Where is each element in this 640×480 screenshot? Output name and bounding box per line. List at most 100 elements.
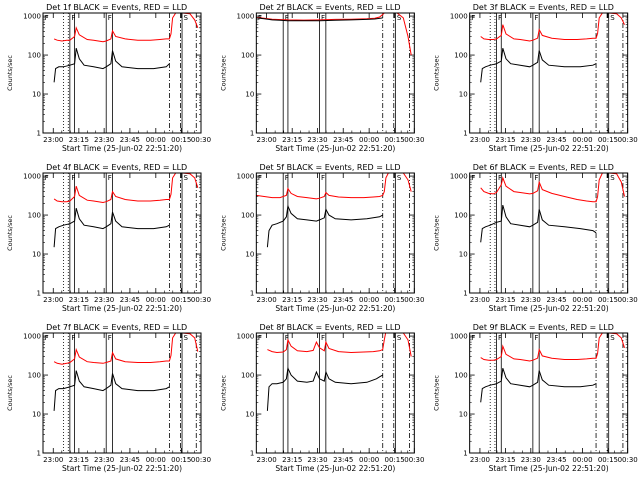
x-tick-label: 23:45 — [333, 296, 353, 304]
x-tick-label: 23:30 — [521, 456, 541, 464]
chart-panel-4: Det 4f BLACK = Events, RED = LLD Counts/s… — [6, 163, 211, 313]
x-tick-label: 00:30 — [191, 136, 211, 144]
y-axis-label: Counts/sec — [6, 375, 14, 411]
y-axis-label: Counts/sec — [433, 375, 441, 411]
x-tick-label: 23:15 — [282, 296, 302, 304]
marker-label: F — [285, 14, 289, 22]
y-tick-label: 1000 — [23, 173, 41, 181]
series-line-lld — [53, 173, 199, 204]
x-tick-label: 00:00 — [359, 296, 379, 304]
marker-label: F — [108, 174, 112, 182]
chart-panel-9: Det 9f BLACK = Events, RED = LLD Counts/s… — [433, 323, 638, 473]
plot-frame — [42, 332, 202, 454]
marker-label: S — [397, 334, 402, 342]
y-tick-label: 1000 — [237, 173, 255, 181]
chart-title: Det 3f BLACK = Events, RED = LLD — [473, 3, 614, 12]
x-tick-label: 00:30 — [404, 456, 424, 464]
marker-label: F — [498, 174, 502, 182]
x-axis-label: Start Time (25-Jun-02 22:51:20) — [62, 144, 182, 153]
x-tick-label: 23:15 — [282, 456, 302, 464]
y-tick-label: 1000 — [450, 333, 468, 341]
series-line-events — [266, 204, 383, 248]
x-tick-label: 23:15 — [69, 136, 89, 144]
y-tick-label: 1 — [463, 130, 467, 138]
marker-label: F — [108, 334, 112, 342]
plot-frame — [469, 172, 629, 294]
marker-label: S — [610, 334, 615, 342]
x-tick-label: 23:00 — [470, 136, 490, 144]
x-tick-label: 23:30 — [521, 136, 541, 144]
plot-frame — [255, 332, 415, 454]
series-line-lld — [53, 333, 199, 365]
y-tick-label: 1000 — [237, 13, 255, 21]
y-axis-label: Counts/sec — [219, 375, 227, 411]
x-tick-label: 00:15 — [171, 456, 191, 464]
y-tick-label: 100 — [241, 212, 254, 220]
plot-frame — [255, 12, 415, 134]
x-tick-label: 23:15 — [495, 296, 515, 304]
x-tick-label: 23:45 — [120, 456, 140, 464]
marker-label: F — [71, 174, 75, 182]
x-tick-label: 23:15 — [69, 296, 89, 304]
series-line-lld — [480, 173, 625, 203]
x-tick-label: 23:15 — [495, 136, 515, 144]
x-tick-label: 23:00 — [257, 456, 277, 464]
x-tick-label: 23:15 — [282, 136, 302, 144]
marker-label: F — [498, 14, 502, 22]
corner-label: F — [258, 334, 262, 342]
y-tick-label: 100 — [454, 52, 467, 60]
x-tick-label: 23:30 — [94, 136, 114, 144]
y-tick-label: 10 — [245, 411, 254, 419]
marker-label: S — [610, 174, 615, 182]
x-axis-label: Start Time (25-Jun-02 22:51:20) — [489, 464, 609, 473]
x-tick-label: 23:15 — [69, 456, 89, 464]
x-tick-label: 23:45 — [546, 296, 566, 304]
plot-frame — [255, 172, 415, 294]
x-tick-label: 00:00 — [572, 136, 592, 144]
corner-label: F — [471, 14, 475, 22]
marker-label: F — [71, 334, 75, 342]
y-tick-label: 10 — [459, 251, 468, 259]
y-tick-label: 100 — [241, 372, 254, 380]
chart-title: Det 8f BLACK = Events, RED = LLD — [259, 323, 400, 332]
y-tick-label: 1 — [37, 290, 41, 298]
y-tick-label: 1 — [250, 450, 254, 458]
x-axis-label: Start Time (25-Jun-02 22:51:20) — [275, 304, 395, 313]
chart-panel-8: Det 8f BLACK = Events, RED = LLD Counts/s… — [219, 323, 424, 473]
x-tick-label: 00:00 — [146, 296, 166, 304]
series-line-lld — [256, 173, 412, 200]
x-tick-label: 00:30 — [618, 136, 638, 144]
x-axis-label: Start Time (25-Jun-02 22:51:20) — [489, 304, 609, 313]
chart-panel-5: Det 5f BLACK = Events, RED = LLD Counts/s… — [219, 163, 424, 313]
y-tick-label: 10 — [32, 251, 41, 259]
series-line-lld — [53, 13, 199, 43]
y-axis-label: Counts/sec — [219, 215, 227, 251]
x-tick-label: 00:00 — [359, 456, 379, 464]
chart-title: Det 9f BLACK = Events, RED = LLD — [473, 323, 614, 332]
series-line-lld — [256, 13, 412, 56]
x-tick-label: 23:30 — [521, 296, 541, 304]
marker-label: F — [498, 334, 502, 342]
series-line-events — [53, 208, 170, 248]
marker-label: S — [397, 174, 402, 182]
x-axis-label: Start Time (25-Jun-02 22:51:20) — [62, 464, 182, 473]
series-line-events — [256, 17, 383, 22]
marker-label: S — [184, 334, 189, 342]
x-tick-label: 00:00 — [146, 136, 166, 144]
y-tick-label: 10 — [32, 91, 41, 99]
y-tick-label: 100 — [454, 212, 467, 220]
x-tick-label: 23:30 — [94, 456, 114, 464]
series-line-events — [266, 366, 383, 411]
marker-label: F — [321, 14, 325, 22]
marker-label: S — [184, 174, 189, 182]
marker-label: F — [285, 334, 289, 342]
marker-label: F — [534, 14, 538, 22]
y-tick-label: 100 — [28, 52, 41, 60]
marker-label: F — [534, 334, 538, 342]
y-tick-label: 10 — [245, 251, 254, 259]
chart-title: Det 1f BLACK = Events, RED = LLD — [46, 3, 187, 12]
y-tick-label: 1000 — [450, 13, 468, 21]
x-tick-label: 00:00 — [572, 456, 592, 464]
y-tick-label: 1 — [463, 450, 467, 458]
x-tick-label: 00:30 — [618, 296, 638, 304]
